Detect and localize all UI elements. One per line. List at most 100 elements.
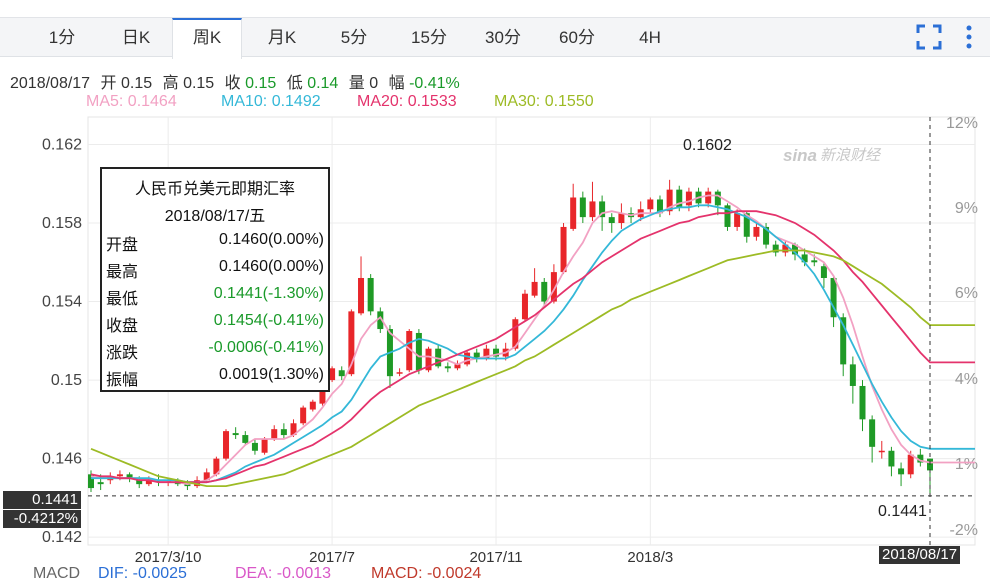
info-low-label: 低: [286, 75, 303, 92]
candle-body: [724, 205, 731, 227]
candle-body: [560, 226, 567, 273]
y-tick-right: -2%: [950, 522, 978, 539]
candle-body: [521, 293, 528, 320]
candle-body: [338, 370, 345, 377]
high-annotation: 0.1602: [683, 137, 732, 154]
candle-body: [377, 311, 384, 330]
info-open: 0.15: [121, 75, 153, 92]
candle-body: [656, 199, 663, 214]
info-vol-label: 量: [348, 75, 365, 92]
tab-4h[interactable]: 4H: [639, 28, 661, 47]
tooltip-key-open: 开盘: [106, 237, 139, 254]
tooltip-key-change: 涨跌: [106, 345, 139, 362]
cursor-pct-label: -0.4212%: [3, 510, 81, 528]
tooltip-value-change: -0.0006(-0.41%): [208, 339, 324, 356]
y-tick-left: 0.142: [42, 529, 82, 546]
ohlc-tooltip: 人民币兑美元即期汇率 2018/08/17/五 开盘 0.1460(0.00%)…: [100, 167, 330, 392]
tab-30min[interactable]: 30分: [485, 28, 521, 47]
candle-body: [493, 348, 500, 357]
candle-body: [917, 454, 924, 463]
x-tick: 2017/11: [469, 549, 522, 566]
candle-body: [242, 435, 249, 443]
y-tick-right: 1%: [955, 456, 978, 473]
candle-body: [618, 213, 625, 224]
tab-monthly[interactable]: 月K: [267, 28, 297, 47]
info-high: 0.15: [183, 75, 215, 92]
cursor-price-label: 0.1441: [3, 491, 81, 509]
tooltip-title: 人民币兑美元即期汇率: [134, 181, 295, 198]
candle-body: [126, 474, 133, 479]
watermark-logo: 新浪财经: [820, 147, 882, 164]
tab-1min[interactable]: 1分: [48, 28, 76, 47]
candle-body: [261, 438, 268, 453]
y-tick-right: 6%: [955, 285, 978, 302]
candle-body: [184, 484, 191, 487]
ma30-legend: MA30: 0.1550: [494, 93, 594, 110]
candle-body: [415, 332, 422, 371]
ma10-legend: MA10: 0.1492: [221, 93, 321, 110]
candle-body: [358, 277, 365, 314]
candle-body: [647, 199, 654, 210]
low-annotation: 0.1441: [878, 503, 927, 520]
candle-body: [116, 474, 123, 477]
candle-body: [782, 244, 789, 253]
candle-body: [271, 429, 278, 439]
tab-daily[interactable]: 日K: [121, 28, 151, 47]
candle-body: [763, 226, 770, 245]
plot-frame: [87, 116, 976, 546]
sina-logo-icon: sina: [783, 146, 817, 165]
period-tab-bar: 1分 日K 周K 月K 5分 15分 30分 60分 4H: [0, 17, 990, 59]
candle-body: [849, 364, 856, 386]
candle-body: [753, 226, 760, 237]
tab-15min[interactable]: 15分: [411, 28, 447, 47]
ma5-line: [90, 194, 975, 486]
tab-5min[interactable]: 5分: [340, 28, 368, 47]
info-chg: -0.41%: [409, 75, 460, 92]
candle-body: [608, 217, 615, 224]
candle-body: [550, 272, 557, 302]
tab-60min[interactable]: 60分: [559, 28, 595, 47]
candle-body: [791, 244, 798, 255]
tooltip-value-amplitude: 0.0019(1.30%): [219, 366, 324, 383]
candle-body: [483, 348, 490, 359]
y-tick-left: 0.15: [51, 372, 82, 389]
ma10-line: [91, 204, 975, 484]
candle-body: [300, 407, 307, 424]
candle-body: [570, 197, 577, 229]
candle-body: [213, 458, 220, 475]
candle-body: [878, 450, 885, 453]
y-tick-right: 4%: [955, 371, 978, 388]
cursor-overlay: [88, 117, 975, 548]
macd-label: MACD: [33, 565, 81, 582]
candle-body: [203, 472, 210, 481]
candle-body: [165, 480, 172, 483]
candle-body: [811, 260, 818, 263]
candle-body: [888, 450, 895, 467]
y-tick-right: 12%: [946, 115, 978, 132]
candle-body: [907, 454, 914, 475]
candle-body: [473, 352, 480, 359]
candle-body: [136, 480, 143, 485]
info-vol: 0: [369, 75, 379, 92]
candle-body: [348, 311, 355, 375]
macd-dea: DEA: -0.0013: [235, 565, 332, 582]
macd-value: MACD: -0.0024: [371, 565, 482, 582]
tab-weekly[interactable]: 周K: [172, 18, 242, 59]
y-tick-left: 0.154: [42, 294, 82, 311]
ma20-line: [90, 210, 975, 484]
candle-body: [406, 331, 413, 371]
macd-dif: DIF: -0.0025: [98, 565, 187, 582]
candle-body: [155, 480, 162, 483]
tooltip-value-high: 0.1460(0.00%): [219, 258, 324, 275]
tooltip-value-open: 0.1460(0.00%): [219, 231, 324, 248]
tooltip-key-close: 收盘: [106, 318, 139, 335]
more-menu-icon[interactable]: [962, 24, 976, 50]
tooltip-value-close: 0.1454(-0.41%): [213, 312, 324, 329]
candle-body: [772, 244, 779, 253]
ma30-line: [90, 249, 975, 488]
candle-body: [454, 364, 461, 369]
tooltip-key-amplitude: 振幅: [106, 372, 139, 389]
info-open-label: 开: [100, 75, 117, 92]
fullscreen-icon[interactable]: [916, 24, 942, 50]
